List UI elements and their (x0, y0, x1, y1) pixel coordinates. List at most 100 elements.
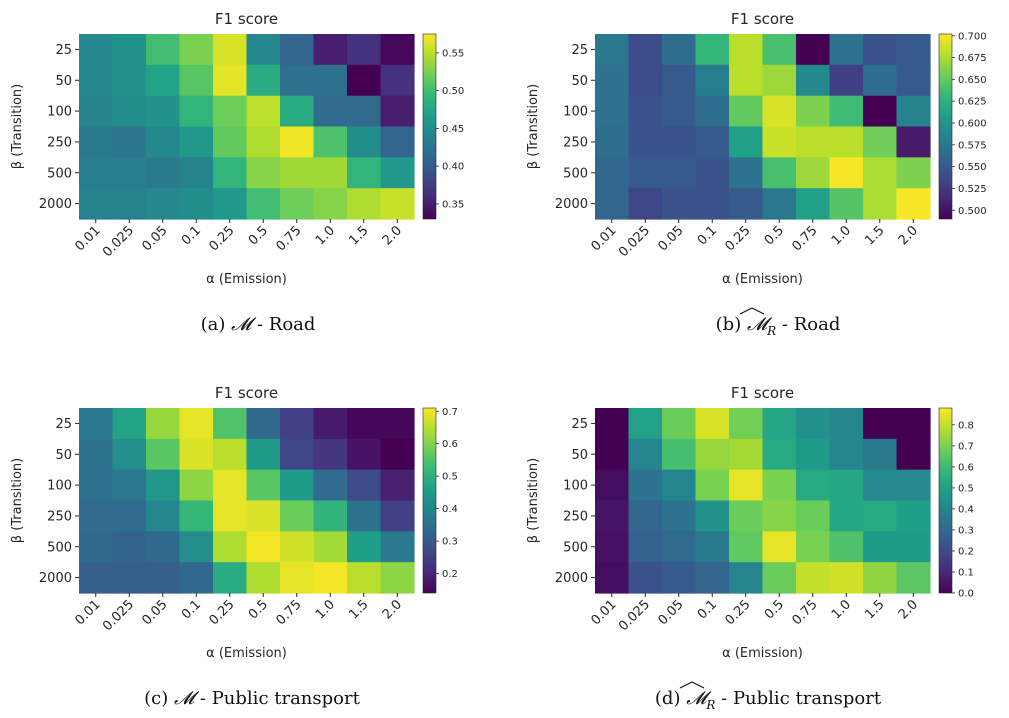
heatmap-cell (380, 500, 415, 532)
heatmap-cells (79, 408, 415, 594)
heatmap-cell (79, 95, 114, 128)
colorbar: 0.0 0.1 0.2 0.3 0.4 0.5 0.6 0.7 0.8 (938, 407, 974, 600)
y-tick-label: 2000 (555, 571, 588, 586)
x-tick-label: 1.5 (346, 223, 371, 248)
heatmap-cell (213, 64, 248, 97)
colorbar-tick-label: 0.700 (958, 31, 987, 42)
heatmap-cell (863, 469, 898, 502)
heatmap-cell (863, 438, 898, 471)
x-axis-label: α (Emission) (722, 646, 803, 661)
heatmap-cell (380, 126, 415, 158)
heatmap-cell (595, 438, 630, 471)
heatmap-cell (179, 126, 214, 158)
x-axis-label: α (Emission) (206, 272, 287, 287)
heatmap-cell (662, 64, 697, 97)
y-axis-label: β (Transition) (10, 458, 25, 543)
heatmap-cell (280, 408, 315, 440)
heatmap-cell (896, 126, 931, 158)
heatmap-cell (280, 95, 315, 128)
heatmap-cell (829, 562, 864, 594)
heatmap-cell (829, 408, 864, 440)
heatmap-cell (280, 188, 315, 220)
heatmap-cell (179, 531, 214, 563)
x-tick-labels: 0.010.025 0.05 0.1 0.25 0.5 0.75 1.0 1.5 2.0 (588, 593, 921, 634)
heatmap-cell (796, 64, 831, 97)
caption-suffix: - Public transport (194, 688, 360, 709)
caption-d: (d) 𝓜R - Public transport (655, 681, 882, 712)
heatmap-cell (896, 469, 931, 502)
heatmap-cell (863, 188, 898, 220)
heatmap-cell (380, 408, 415, 440)
x-tick-label: 1.0 (313, 223, 338, 248)
colorbar-tick-label: 0.3 (958, 525, 974, 536)
heatmap-cell (112, 500, 147, 532)
heatmap-cell (796, 126, 831, 158)
heatmap-cell (628, 531, 663, 563)
y-tick-label: 25 (571, 43, 588, 58)
colorbar: 0.2 0.3 0.4 0.5 0.6 0.7 (422, 407, 458, 594)
heatmap-cell (347, 500, 382, 532)
heatmap-cell (179, 34, 214, 66)
heatmap-cell (796, 469, 831, 502)
heatmap-cell (79, 157, 114, 189)
x-tick-label: 0.05 (139, 597, 170, 628)
heatmap-cell (313, 188, 348, 220)
svg-text:(a) 𝓜 - Road: (a) 𝓜 - Road (201, 314, 316, 335)
heatmap-cell (347, 408, 382, 440)
x-tick-label: 0.25 (722, 223, 753, 254)
x-tick-label: 0.75 (273, 597, 304, 628)
heatmap-cell (896, 531, 931, 563)
heatmap-cell (146, 562, 181, 594)
heatmap-cell (695, 95, 730, 128)
heatmap-cell (213, 438, 248, 471)
hat-accent (739, 307, 765, 315)
x-tick-label: 2.0 (380, 597, 405, 622)
heatmap-cell (179, 469, 214, 502)
heatmap-cell (213, 408, 248, 440)
x-tick-label: 0.5 (246, 223, 271, 248)
colorbar-tick-label: 0.40 (442, 162, 464, 173)
heatmap-cell (628, 408, 663, 440)
heatmap-cell (595, 500, 630, 532)
heatmap-cell (213, 500, 248, 532)
heatmap-cell (146, 34, 181, 66)
heatmap-cell (213, 562, 248, 594)
heatmap-cell (896, 188, 931, 220)
x-tick-label: 1.5 (346, 597, 371, 622)
colorbar-tick-label: 0.675 (958, 53, 987, 64)
heatmap-cell (762, 562, 797, 594)
heatmap-cell (213, 126, 248, 158)
heatmap-cell (313, 500, 348, 532)
colorbar: 0.35 0.40 0.45 0.50 0.55 (422, 33, 464, 220)
caption-subscript: R (766, 324, 776, 338)
heatmap-cell (179, 188, 214, 220)
heatmap-cell (829, 126, 864, 158)
heatmap-cell (729, 408, 764, 440)
colorbar-tick-label: 0.0 (958, 589, 974, 600)
heatmap-cell (595, 64, 630, 97)
colorbar-gradient (938, 33, 953, 220)
heatmap-cell (896, 408, 931, 440)
x-tick-labels: 0.010.025 0.05 0.1 0.25 0.5 0.75 1.0 1.5 2.0 (72, 219, 405, 260)
heatmap-cell (662, 500, 697, 532)
heatmap-cell (213, 531, 248, 563)
x-tick-labels: 0.010.025 0.05 0.1 0.25 0.5 0.75 1.0 1.5 2.0 (72, 593, 405, 634)
heatmap-cell (662, 469, 697, 502)
heatmap-cell (112, 188, 147, 220)
heatmap-cell (313, 562, 348, 594)
heatmap-cell (863, 34, 898, 66)
panel-b: F1 score 0.010.025 0.05 0.1 0.25 0.5 0.75 1.0 1… (526, 10, 987, 287)
x-axis-label: α (Emission) (722, 272, 803, 287)
y-axis-label: β (Transition) (526, 84, 541, 169)
heatmap-cell (762, 531, 797, 563)
heatmap-cell (213, 188, 248, 220)
x-tick-label: 0.05 (139, 223, 170, 254)
heatmap-cell (112, 408, 147, 440)
heatmap-cell (280, 34, 315, 66)
svg-text:(c) 𝓜 - Public transport: (c) 𝓜 - Public transport (144, 688, 360, 709)
heatmap-cell (179, 408, 214, 440)
heatmap-cell (695, 64, 730, 97)
x-tick-label: 0.5 (246, 597, 271, 622)
y-tick-labels: 25 50 100 250 500 2000 (555, 417, 595, 586)
y-tick-label: 250 (563, 509, 588, 524)
